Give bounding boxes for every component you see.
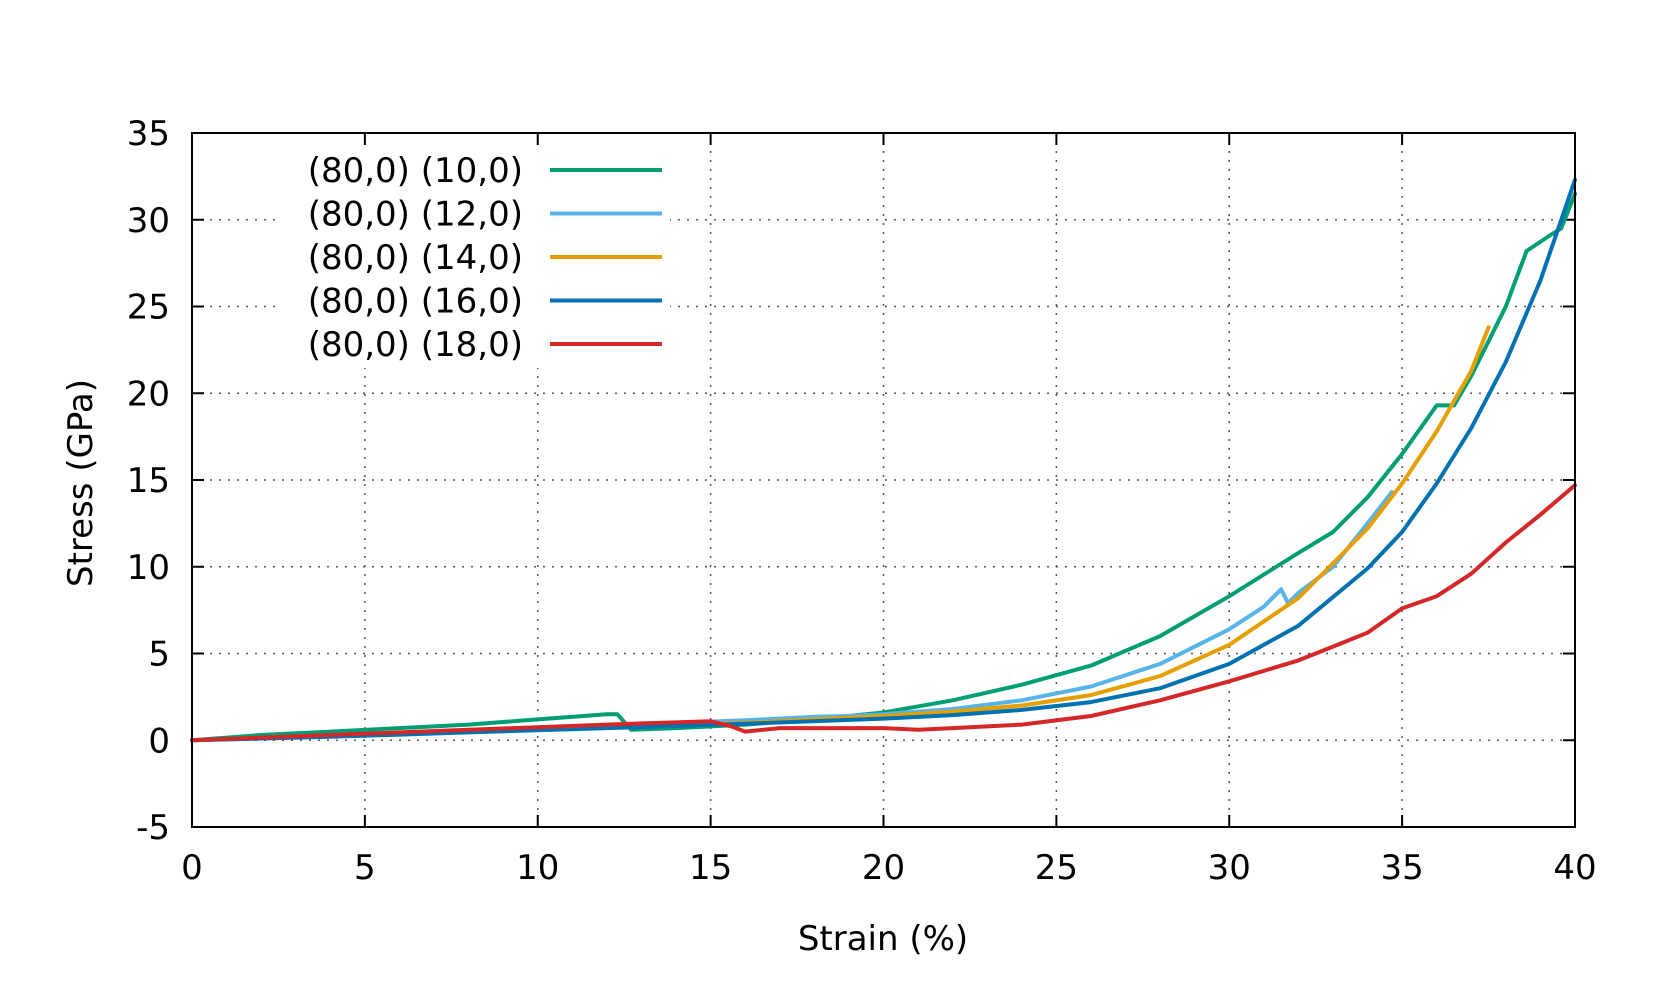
- y-tick-label: 20: [127, 374, 170, 414]
- legend-label-1: (80,0) (10,0): [308, 151, 523, 191]
- x-tick-label: 40: [1553, 848, 1596, 888]
- series-line-1: [190, 191, 1577, 743]
- x-tick-label: 20: [862, 848, 905, 888]
- data-series: [190, 177, 1577, 743]
- legend-label-3: (80,0) (14,0): [308, 238, 523, 278]
- x-axis-title: Strain (%): [798, 919, 968, 959]
- legend: (80,0) (10,0)(80,0) (12,0)(80,0) (14,0)(…: [282, 148, 670, 368]
- legend-label-2: (80,0) (12,0): [308, 195, 523, 235]
- x-tick-label: 30: [1208, 848, 1251, 888]
- x-tick-label: 0: [181, 848, 203, 888]
- legend-label-5: (80,0) (18,0): [308, 325, 523, 365]
- x-tick-label: 25: [1035, 848, 1078, 888]
- x-tick-label: 10: [516, 848, 559, 888]
- y-tick-label: 15: [127, 461, 170, 501]
- y-axis-title: Stress (GPa): [61, 379, 101, 587]
- series-line-5: [190, 483, 1577, 743]
- legend-label-4: (80,0) (16,0): [308, 282, 523, 322]
- y-tick-label: 10: [127, 548, 170, 588]
- y-tick-label: 25: [127, 288, 170, 328]
- x-tick-label: 5: [354, 848, 376, 888]
- plot-frame: [191, 132, 1576, 828]
- x-tick-label: 35: [1380, 848, 1423, 888]
- tick-labels: 0 5 10 15 20 25 30 35 40 -5 0 5 10 15 20 25 30 35: [127, 114, 1597, 888]
- grid-lines: [192, 133, 1575, 827]
- x-tick-label: 15: [689, 848, 732, 888]
- series-line-4: [190, 177, 1577, 743]
- y-tick-label: 30: [127, 201, 170, 241]
- y-tick-label: 5: [148, 635, 170, 675]
- y-tick-label: 0: [148, 721, 170, 761]
- y-tick-label: -5: [136, 808, 170, 848]
- y-tick-label: 35: [127, 114, 170, 154]
